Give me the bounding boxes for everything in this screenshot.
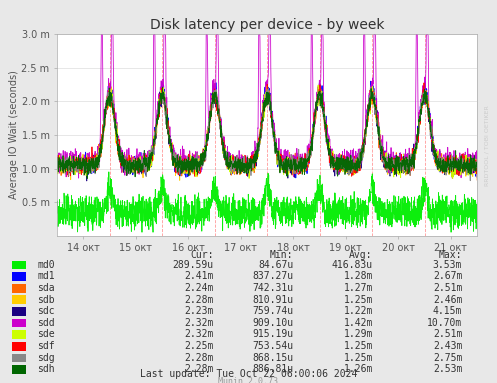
Y-axis label: Average IO Wait (seconds): Average IO Wait (seconds): [8, 70, 18, 200]
Text: 1.25m: 1.25m: [343, 353, 373, 363]
Text: 2.32m: 2.32m: [184, 318, 214, 328]
Text: sdd: sdd: [37, 318, 55, 328]
Text: 742.31u: 742.31u: [252, 283, 293, 293]
Title: Disk latency per device - by week: Disk latency per device - by week: [150, 18, 384, 32]
Text: sdc: sdc: [37, 306, 55, 316]
Bar: [12, 342, 26, 351]
Text: Munin 2.0.73: Munin 2.0.73: [219, 377, 278, 383]
Text: 868.15u: 868.15u: [252, 353, 293, 363]
Text: 4.15m: 4.15m: [433, 306, 462, 316]
Text: RRDTOOL / TOBI OETIKER: RRDTOOL / TOBI OETIKER: [485, 105, 490, 186]
Text: 2.46m: 2.46m: [433, 295, 462, 304]
Text: 3.53m: 3.53m: [433, 260, 462, 270]
Text: 2.25m: 2.25m: [184, 341, 214, 351]
Bar: [12, 272, 26, 281]
Text: 2.28m: 2.28m: [184, 353, 214, 363]
Text: sdf: sdf: [37, 341, 55, 351]
Text: 909.10u: 909.10u: [252, 318, 293, 328]
Text: 1.42m: 1.42m: [343, 318, 373, 328]
Text: 2.67m: 2.67m: [433, 271, 462, 281]
Text: 2.51m: 2.51m: [433, 329, 462, 339]
Text: 84.67u: 84.67u: [258, 260, 293, 270]
Text: 1.25m: 1.25m: [343, 341, 373, 351]
Text: 886.81u: 886.81u: [252, 364, 293, 374]
Text: 2.51m: 2.51m: [433, 283, 462, 293]
Text: Min:: Min:: [270, 250, 293, 260]
Text: 2.41m: 2.41m: [184, 271, 214, 281]
Text: 289.59u: 289.59u: [172, 260, 214, 270]
Bar: [12, 284, 26, 293]
Bar: [12, 365, 26, 374]
Text: sdg: sdg: [37, 353, 55, 363]
Text: 2.32m: 2.32m: [184, 329, 214, 339]
Text: Avg:: Avg:: [349, 250, 373, 260]
Text: 2.28m: 2.28m: [184, 295, 214, 304]
Text: 2.43m: 2.43m: [433, 341, 462, 351]
Text: sdh: sdh: [37, 364, 55, 374]
Bar: [12, 354, 26, 362]
Text: 2.53m: 2.53m: [433, 364, 462, 374]
Text: 753.54u: 753.54u: [252, 341, 293, 351]
Text: 810.91u: 810.91u: [252, 295, 293, 304]
Text: 1.28m: 1.28m: [343, 271, 373, 281]
Text: 1.27m: 1.27m: [343, 283, 373, 293]
Text: 10.70m: 10.70m: [427, 318, 462, 328]
Text: Last update: Tue Oct 22 06:00:06 2024: Last update: Tue Oct 22 06:00:06 2024: [140, 370, 357, 380]
Text: 1.22m: 1.22m: [343, 306, 373, 316]
Text: Max:: Max:: [439, 250, 462, 260]
Bar: [12, 260, 26, 269]
Text: 2.24m: 2.24m: [184, 283, 214, 293]
Bar: [12, 295, 26, 304]
Text: 2.23m: 2.23m: [184, 306, 214, 316]
Bar: [12, 307, 26, 316]
Text: sda: sda: [37, 283, 55, 293]
Text: sde: sde: [37, 329, 55, 339]
Text: 1.26m: 1.26m: [343, 364, 373, 374]
Text: 1.25m: 1.25m: [343, 295, 373, 304]
Bar: [12, 319, 26, 327]
Text: 2.28m: 2.28m: [184, 364, 214, 374]
Text: 416.83u: 416.83u: [331, 260, 373, 270]
Text: 2.75m: 2.75m: [433, 353, 462, 363]
Text: 759.74u: 759.74u: [252, 306, 293, 316]
Text: sdb: sdb: [37, 295, 55, 304]
Bar: [12, 330, 26, 339]
Text: 1.29m: 1.29m: [343, 329, 373, 339]
Text: Cur:: Cur:: [190, 250, 214, 260]
Text: 915.19u: 915.19u: [252, 329, 293, 339]
Text: md1: md1: [37, 271, 55, 281]
Text: 837.27u: 837.27u: [252, 271, 293, 281]
Text: md0: md0: [37, 260, 55, 270]
